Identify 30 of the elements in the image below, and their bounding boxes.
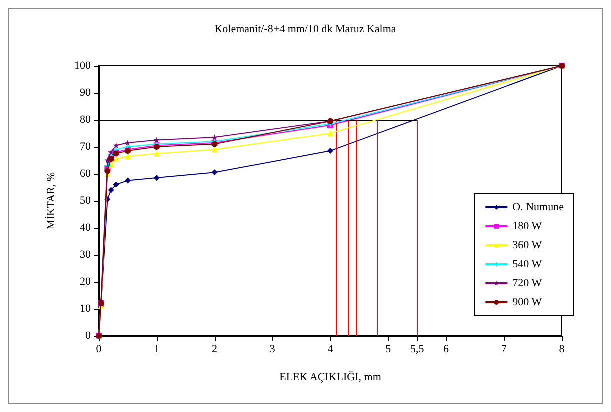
x-tick-label: 3 [270, 344, 276, 356]
y-tick-label: 100 [74, 60, 92, 72]
x-tick-label: 7 [501, 344, 508, 356]
legend-label: 360 W [512, 240, 543, 252]
y-axis-title: MİKTAR, % [44, 172, 58, 230]
legend-label: 540 W [512, 258, 543, 270]
y-tick-label: 70 [80, 141, 92, 153]
x-tick-label: 0 [96, 344, 102, 356]
y-tick-label: 90 [80, 87, 92, 99]
x-axis-title: ELEK AÇIKLIĞI, mm [280, 370, 382, 384]
y-tick-label: 0 [86, 330, 92, 342]
x-tick-label: 2 [212, 344, 218, 356]
y-tick-label: 30 [80, 249, 92, 261]
y-tick-label: 20 [80, 276, 92, 288]
x-tick-label: 5 [386, 344, 392, 356]
x-tick-label: 5,5 [410, 344, 425, 356]
y-tick-label: 10 [80, 303, 92, 315]
y-tick-label: 60 [80, 168, 92, 180]
legend-label: 180 W [512, 220, 543, 232]
x-tick-label: 6 [444, 344, 450, 356]
x-tick-label: 8 [559, 344, 566, 356]
x-tick-label: 4 [328, 344, 334, 356]
y-tick-label: 50 [80, 195, 92, 207]
y-tick-label: 40 [80, 222, 92, 234]
x-tick-label: 1 [154, 344, 160, 356]
legend-label: 900 W [512, 296, 543, 308]
y-tick-label: 80 [80, 114, 92, 126]
legend-label: O. Numune [512, 202, 564, 214]
chart-title: Kolemanit/-8+4 mm/10 dk Maruz Kalma [214, 24, 396, 36]
legend-label: 720 W [512, 278, 543, 290]
